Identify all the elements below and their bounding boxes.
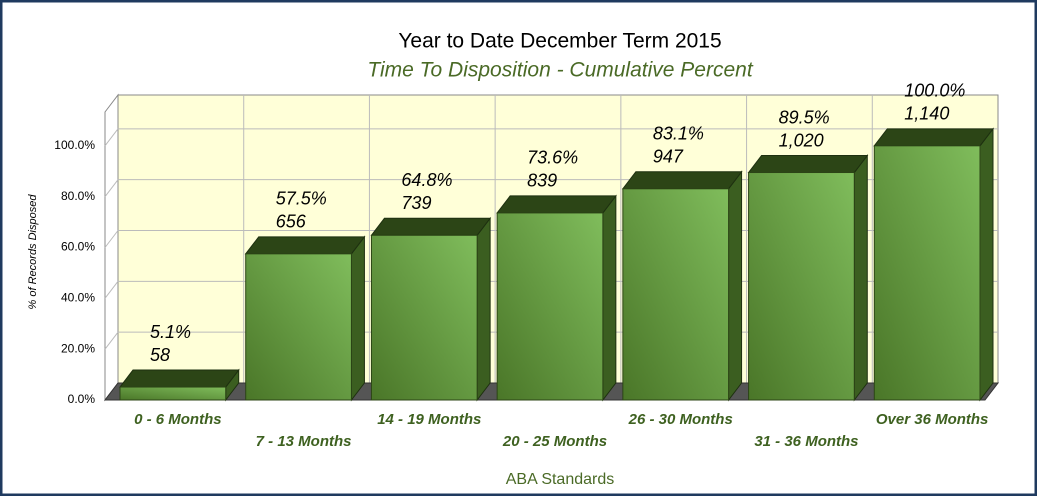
value-label: 73.6% — [527, 148, 578, 168]
count-label: 839 — [527, 171, 557, 191]
x-tick-label: 20 - 25 Months — [502, 433, 607, 450]
grid-line — [104, 331, 119, 350]
x-tick-label: 0 - 6 Months — [134, 411, 222, 428]
count-label: 58 — [150, 345, 170, 365]
count-label: 947 — [653, 147, 684, 167]
value-label: 100.0% — [904, 81, 965, 101]
grid-line — [104, 179, 119, 197]
bar — [748, 172, 855, 401]
bar-top — [873, 128, 995, 147]
x-tick-label: 14 - 19 Months — [377, 411, 481, 428]
bar — [119, 386, 227, 401]
bar-side — [853, 154, 868, 402]
x-tick-label: 7 - 13 Months — [256, 433, 352, 450]
y-tick-label: 100.0% — [54, 138, 95, 152]
value-label: 57.5% — [276, 189, 327, 209]
bar — [370, 234, 478, 401]
bar-side — [979, 127, 994, 402]
x-axis-label: ABA Standards — [506, 471, 615, 488]
bar — [622, 188, 730, 401]
y-tick-label: 80.0% — [61, 189, 95, 203]
count-label: 1,140 — [904, 104, 949, 124]
y-tick-label: 20.0% — [61, 341, 95, 355]
bar-side — [350, 235, 365, 402]
count-label: 656 — [276, 212, 307, 232]
value-label: 5.1% — [150, 322, 191, 342]
value-label: 64.8% — [401, 170, 452, 190]
chart-subtitle: Time To Disposition - Cumulative Percent — [367, 59, 754, 82]
bar — [873, 145, 981, 401]
grid-line — [104, 230, 119, 248]
grid-line — [104, 281, 119, 299]
x-tick-label: 26 - 30 Months — [628, 411, 733, 428]
bar-top — [118, 369, 240, 388]
value-label: 83.1% — [653, 124, 704, 144]
bar-side — [728, 170, 743, 402]
bar-top — [244, 236, 366, 255]
count-label: 739 — [401, 193, 431, 213]
grid-line — [104, 128, 119, 147]
bar — [245, 253, 352, 401]
bar-top — [621, 171, 743, 190]
count-label: 1,020 — [779, 130, 824, 150]
bar-top — [747, 155, 869, 174]
x-tick-label: Over 36 Months — [876, 411, 989, 428]
y-tick-label: 0.0% — [68, 392, 96, 406]
y-axis-label: % of Records Disposed — [27, 194, 39, 310]
bar-side — [476, 216, 491, 402]
y-tick-label: 40.0% — [61, 291, 95, 305]
side-wall — [104, 93, 119, 402]
bar-top — [370, 217, 492, 236]
bar-side — [602, 194, 617, 402]
value-label: 89.5% — [779, 107, 830, 127]
y-tick-label: 60.0% — [61, 240, 95, 254]
x-tick-label: 31 - 36 Months — [754, 433, 858, 450]
bar — [496, 212, 604, 401]
chart-title: Year to Date December Term 2015 — [398, 30, 721, 53]
bar-top — [496, 195, 617, 214]
